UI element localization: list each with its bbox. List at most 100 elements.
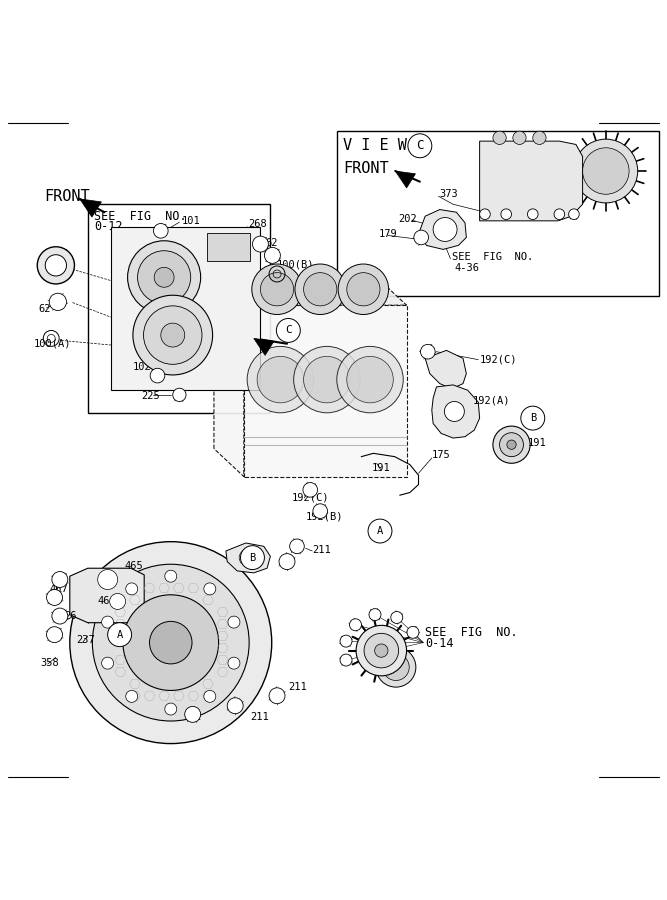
Text: 100(B): 100(B) bbox=[277, 259, 315, 269]
Circle shape bbox=[513, 131, 526, 145]
Text: 102: 102 bbox=[132, 362, 151, 372]
Circle shape bbox=[528, 209, 538, 220]
Circle shape bbox=[153, 223, 168, 238]
Text: B: B bbox=[530, 413, 536, 423]
Circle shape bbox=[293, 346, 360, 413]
Circle shape bbox=[137, 251, 191, 304]
Text: 268: 268 bbox=[249, 220, 267, 230]
Circle shape bbox=[173, 388, 186, 401]
Text: 0-12: 0-12 bbox=[94, 220, 123, 233]
Circle shape bbox=[480, 209, 490, 220]
Circle shape bbox=[347, 356, 394, 403]
Polygon shape bbox=[80, 199, 101, 217]
Bar bbox=[337, 131, 659, 296]
Circle shape bbox=[93, 564, 249, 721]
Text: 103: 103 bbox=[51, 249, 70, 259]
Text: 62: 62 bbox=[38, 304, 51, 314]
Text: B: B bbox=[249, 553, 255, 562]
Circle shape bbox=[49, 293, 67, 310]
Text: 465: 465 bbox=[124, 562, 143, 572]
Text: 211: 211 bbox=[312, 544, 331, 554]
Circle shape bbox=[253, 236, 268, 252]
Bar bbox=[88, 204, 270, 413]
Circle shape bbox=[521, 406, 545, 430]
Circle shape bbox=[554, 209, 565, 220]
Polygon shape bbox=[214, 277, 407, 305]
Polygon shape bbox=[214, 277, 244, 477]
Circle shape bbox=[313, 504, 327, 518]
Circle shape bbox=[70, 542, 271, 743]
Text: V I E W: V I E W bbox=[344, 139, 408, 153]
Text: SEE  FIG  NO.: SEE FIG NO. bbox=[94, 210, 187, 222]
Circle shape bbox=[264, 248, 280, 264]
Circle shape bbox=[269, 688, 285, 704]
Circle shape bbox=[228, 657, 240, 669]
Circle shape bbox=[227, 698, 243, 714]
Text: 191: 191 bbox=[372, 463, 391, 473]
Text: 191: 191 bbox=[528, 438, 546, 448]
Text: C: C bbox=[416, 140, 424, 152]
Text: 175: 175 bbox=[432, 450, 450, 460]
Circle shape bbox=[364, 634, 399, 668]
Text: 464: 464 bbox=[97, 596, 117, 606]
Circle shape bbox=[414, 230, 428, 245]
Circle shape bbox=[501, 209, 512, 220]
Text: FRONT: FRONT bbox=[344, 161, 389, 176]
Circle shape bbox=[52, 572, 68, 588]
Text: 101: 101 bbox=[182, 216, 201, 226]
Circle shape bbox=[391, 611, 403, 624]
Circle shape bbox=[109, 593, 125, 609]
Circle shape bbox=[303, 482, 317, 497]
Circle shape bbox=[165, 571, 177, 582]
Circle shape bbox=[340, 654, 352, 666]
Circle shape bbox=[533, 131, 546, 145]
Circle shape bbox=[123, 595, 219, 690]
Circle shape bbox=[303, 273, 337, 306]
Text: 237: 237 bbox=[76, 635, 95, 645]
Circle shape bbox=[376, 647, 416, 687]
Circle shape bbox=[37, 247, 75, 284]
Circle shape bbox=[444, 401, 464, 421]
Circle shape bbox=[350, 619, 362, 631]
Circle shape bbox=[337, 346, 404, 413]
Circle shape bbox=[47, 626, 63, 643]
Text: 467: 467 bbox=[49, 584, 68, 595]
Text: 62: 62 bbox=[265, 238, 278, 248]
Polygon shape bbox=[418, 210, 466, 249]
Polygon shape bbox=[226, 543, 270, 573]
Circle shape bbox=[143, 306, 202, 364]
Text: 373: 373 bbox=[440, 189, 458, 199]
Circle shape bbox=[340, 635, 352, 647]
Text: SEE  FIG  NO.: SEE FIG NO. bbox=[425, 626, 518, 639]
Circle shape bbox=[257, 356, 303, 403]
Text: 358: 358 bbox=[40, 658, 59, 668]
Circle shape bbox=[161, 323, 185, 347]
Circle shape bbox=[369, 608, 381, 621]
Polygon shape bbox=[432, 385, 480, 438]
Text: 100(A): 100(A) bbox=[33, 338, 71, 348]
Circle shape bbox=[252, 264, 302, 314]
Circle shape bbox=[241, 545, 264, 570]
Circle shape bbox=[204, 583, 216, 595]
Polygon shape bbox=[253, 338, 274, 356]
Circle shape bbox=[260, 273, 293, 306]
Circle shape bbox=[247, 346, 313, 413]
Text: 225: 225 bbox=[141, 391, 159, 401]
Text: 211: 211 bbox=[288, 682, 307, 692]
Circle shape bbox=[239, 550, 255, 565]
Circle shape bbox=[185, 706, 201, 723]
Circle shape bbox=[101, 616, 113, 628]
Bar bbox=[207, 233, 251, 261]
Polygon shape bbox=[480, 141, 582, 220]
Circle shape bbox=[289, 539, 304, 554]
Text: 0-14: 0-14 bbox=[425, 637, 454, 651]
Circle shape bbox=[375, 644, 388, 657]
Circle shape bbox=[500, 433, 524, 456]
Circle shape bbox=[420, 345, 435, 359]
Circle shape bbox=[107, 623, 131, 646]
Text: 211: 211 bbox=[251, 712, 269, 722]
Circle shape bbox=[574, 140, 638, 202]
Circle shape bbox=[433, 218, 457, 241]
Circle shape bbox=[97, 570, 117, 590]
Circle shape bbox=[569, 209, 579, 220]
